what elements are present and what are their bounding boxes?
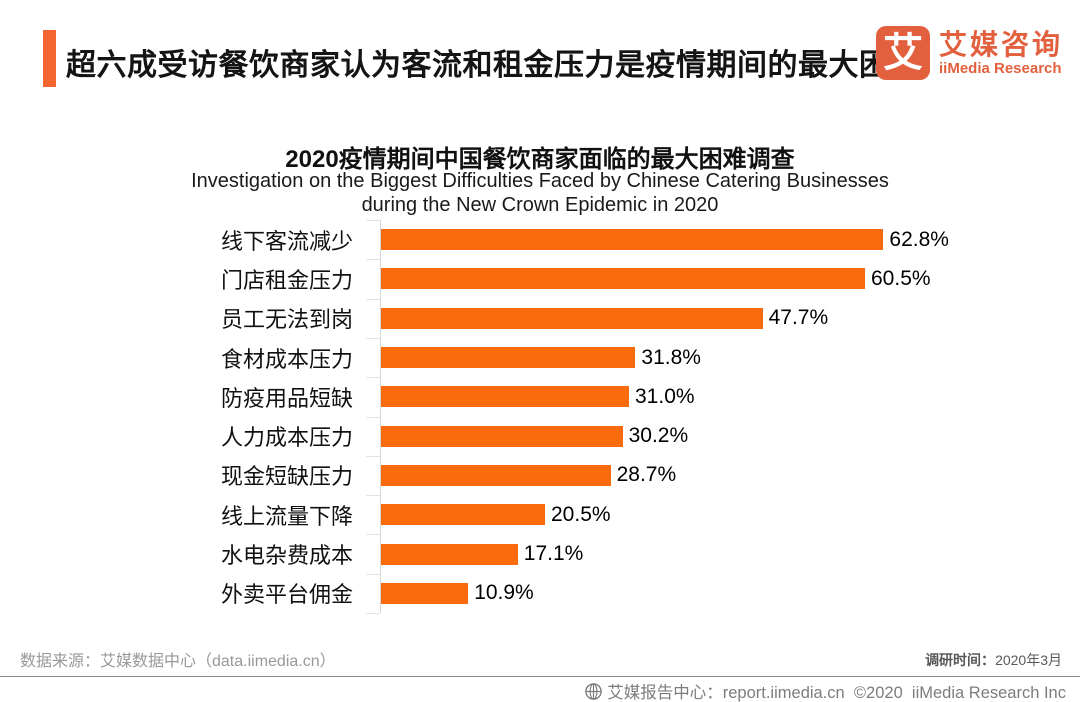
footer-divider (0, 676, 1080, 677)
value-label: 47.7% (768, 306, 829, 330)
chart-row: 人力成本压力 30.2% (0, 416, 1080, 455)
category-label: 外卖平台佣金 (220, 582, 353, 608)
iimedia-logo: 艾 艾媒咨询 iiMedia Research (875, 26, 1063, 80)
chart-row: 水电杂费成本 17.1% (0, 534, 1080, 573)
chart-row: 员工无法到岗 47.7% (0, 299, 1080, 338)
axis-tick (366, 455, 380, 457)
axis-tick (366, 259, 380, 261)
category-label: 人力成本压力 (220, 425, 353, 451)
chart-row: 线上流量下降 20.5% (0, 495, 1080, 534)
bar (381, 543, 518, 565)
bar-track: 30.2% (381, 424, 1080, 448)
bar (381, 307, 763, 329)
axis-tick (366, 220, 380, 221)
value-label: 31.0% (635, 384, 695, 408)
bar-track: 10.9% (381, 581, 1080, 605)
value-label: 28.7% (616, 463, 677, 487)
value-label: 10.9% (474, 581, 534, 605)
axis-tick (366, 337, 380, 339)
bar (381, 582, 469, 604)
chart-subtitle: Investigation on the Biggest Difficultie… (0, 169, 1080, 217)
data-source-note: 数据来源：艾媒数据中心（data.iimedia.cn） (20, 653, 336, 670)
axis-tick (366, 573, 380, 575)
bar-track: 31.0% (381, 385, 1080, 409)
axis-tick (366, 416, 380, 418)
bar-track: 20.5% (381, 503, 1080, 527)
page-title: 超六成受访餐饮商家认为客流和租金压力是疫情期间的最大困难 (66, 49, 920, 82)
category-label: 线上流量下降 (220, 503, 353, 529)
category-label: 线下客流减少 (220, 228, 353, 254)
value-label: 30.2% (628, 424, 689, 448)
chart-row: 食材成本压力 31.8% (0, 338, 1080, 377)
iimedia-logo-text: 艾媒咨询 iiMedia Research (939, 29, 1063, 77)
logo-name-en: iiMedia Research (938, 60, 1062, 78)
chart-row: 门店租金压力 60.5% (0, 259, 1080, 298)
value-label: 62.8% (889, 227, 949, 251)
globe-icon (585, 682, 603, 700)
survey-time-value: 2020年3月 (995, 652, 1062, 668)
bar-track: 60.5% (381, 267, 1080, 291)
iimedia-logo-icon: 艾 (875, 26, 930, 80)
bar-track: 17.1% (381, 542, 1080, 566)
bar-rows: 线下客流减少 62.8% 门店租金压力 60.5% 员工无法到岗 47.7% 食材成本压力 3… (0, 220, 1080, 613)
value-label: 31.8% (641, 345, 701, 369)
title-accent-bar (43, 30, 56, 87)
logo-name-cn: 艾媒咨询 (938, 29, 1063, 61)
axis-tick (366, 534, 380, 536)
chart-row: 外卖平台佣金 10.9% (0, 574, 1080, 613)
bar (381, 504, 545, 526)
axis-tick (366, 377, 380, 379)
axis-tick (366, 613, 380, 614)
chart-row: 线下客流减少 62.8% (0, 220, 1080, 259)
bar-track: 47.7% (381, 306, 1080, 330)
bar (381, 268, 865, 290)
chart-title: 2020疫情期间中国餐饮商家面临的最大困难调查 (285, 146, 795, 173)
category-label: 员工无法到岗 (220, 307, 353, 333)
category-label: 门店租金压力 (220, 267, 353, 293)
report-center-bar: 艾媒报告中心：report.iimedia.cn ©2020 iiMedia R… (585, 679, 1066, 702)
bar (381, 386, 629, 408)
axis-tick (366, 495, 380, 497)
chart-subtitle-line1: Investigation on the Biggest Difficultie… (191, 170, 889, 192)
value-label: 60.5% (871, 266, 931, 290)
value-label: 20.5% (551, 502, 611, 526)
bar (381, 425, 623, 447)
bar (381, 229, 884, 251)
report-center-text: 艾媒报告中心：report.iimedia.cn ©2020 iiMedia R… (607, 684, 1066, 702)
bar (381, 347, 636, 369)
chart-subtitle-line2: during the New Crown Epidemic in 2020 (361, 194, 719, 216)
category-label: 食材成本压力 (220, 346, 353, 372)
category-label: 现金短缺压力 (220, 464, 353, 490)
bar-chart: 线下客流减少 62.8% 门店租金压力 60.5% 员工无法到岗 47.7% 食材成本压力 3… (0, 220, 1080, 614)
axis-tick (366, 298, 380, 300)
category-label: 水电杂费成本 (220, 543, 353, 569)
y-axis-line (380, 220, 381, 613)
survey-time-note: 调研时间：2020年3月 (925, 650, 1062, 670)
bar-track: 31.8% (381, 346, 1080, 370)
bar (381, 464, 611, 486)
value-label: 17.1% (523, 542, 584, 566)
category-label: 防疫用品短缺 (220, 385, 353, 411)
bar-track: 62.8% (381, 228, 1080, 252)
chart-row: 现金短缺压力 28.7% (0, 456, 1080, 495)
chart-row: 防疫用品短缺 31.0% (0, 377, 1080, 416)
bar-track: 28.7% (381, 463, 1080, 487)
survey-time-label: 调研时间： (925, 652, 996, 668)
